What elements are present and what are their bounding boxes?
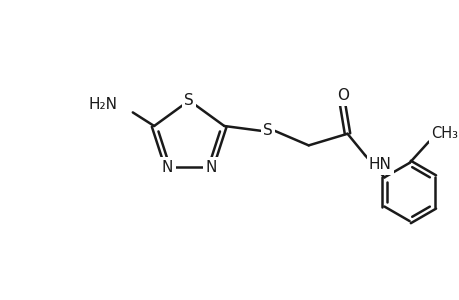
Text: N: N — [162, 160, 173, 175]
Text: HN: HN — [368, 157, 391, 172]
Text: S: S — [263, 123, 272, 138]
Text: S: S — [184, 93, 194, 108]
Text: CH₃: CH₃ — [430, 126, 457, 141]
Text: N: N — [205, 160, 216, 175]
Text: H₂N: H₂N — [88, 97, 117, 112]
Text: O: O — [336, 88, 348, 104]
